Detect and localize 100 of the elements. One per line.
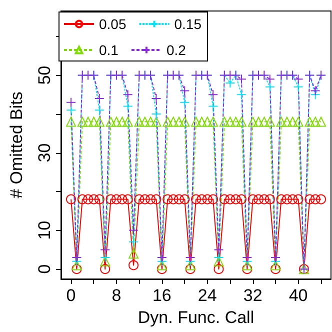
- point: [134, 194, 144, 204]
- point: [225, 116, 236, 127]
- point: [191, 116, 201, 127]
- y-tick-label: 10: [35, 220, 54, 240]
- point: [208, 90, 218, 100]
- y-tick-label: 50: [35, 66, 54, 85]
- point: [230, 116, 241, 127]
- point: [180, 116, 190, 127]
- point: [94, 194, 104, 204]
- point: [242, 264, 252, 274]
- point: [100, 244, 110, 255]
- point: [191, 194, 201, 204]
- point: [208, 101, 218, 112]
- point: [122, 116, 133, 127]
- point: [288, 116, 298, 127]
- x-tick-label: 40: [288, 286, 308, 305]
- point: [151, 108, 162, 119]
- point: [117, 194, 128, 204]
- legend-label: 0.15: [174, 16, 202, 32]
- point: [140, 116, 150, 127]
- point: [219, 194, 230, 204]
- point: [77, 194, 88, 204]
- point: [248, 194, 258, 204]
- point: [162, 116, 173, 127]
- point: [156, 260, 167, 270]
- point: [88, 116, 99, 127]
- point: [293, 82, 304, 92]
- y-axis-title: # Omitted Bits: [7, 92, 26, 198]
- point: [214, 256, 224, 266]
- point: [66, 105, 76, 116]
- point: [180, 97, 190, 108]
- point: [270, 264, 281, 274]
- point: [248, 116, 258, 127]
- point: [66, 116, 76, 127]
- point: [151, 194, 162, 204]
- legend-label: 0.05: [99, 16, 126, 32]
- point: [264, 116, 275, 127]
- point: [208, 116, 218, 127]
- point: [196, 194, 207, 204]
- point: [316, 116, 326, 127]
- point: [174, 194, 184, 204]
- point: [66, 194, 76, 204]
- point: [100, 252, 110, 262]
- point: [214, 264, 224, 274]
- point: [270, 260, 281, 270]
- x-tick-label: 0: [66, 286, 76, 305]
- point: [276, 116, 286, 127]
- point: [214, 252, 224, 262]
- point: [185, 260, 196, 270]
- point: [259, 116, 270, 127]
- point: [174, 116, 184, 127]
- point: [128, 236, 138, 247]
- point: [94, 93, 104, 104]
- point: [293, 116, 304, 127]
- legend-label: 0.1: [99, 42, 119, 58]
- x-tick-label: 8: [112, 286, 122, 305]
- point: [282, 194, 292, 204]
- legend-label: 0.2: [166, 42, 186, 58]
- point: [94, 116, 104, 127]
- point: [151, 116, 162, 127]
- point: [72, 260, 82, 270]
- point: [162, 194, 173, 204]
- x-tick-label: 16: [152, 286, 172, 305]
- point: [304, 116, 315, 127]
- x-tick-label: 32: [243, 286, 262, 305]
- point: [128, 260, 138, 270]
- point: [106, 194, 116, 204]
- point: [122, 194, 133, 204]
- point: [236, 90, 246, 100]
- point: [219, 116, 230, 127]
- point: [230, 194, 241, 204]
- point: [156, 252, 167, 262]
- point: [242, 252, 252, 262]
- point: [122, 101, 133, 112]
- point: [242, 260, 252, 270]
- point: [270, 252, 281, 262]
- point: [88, 194, 99, 204]
- point: [146, 116, 156, 127]
- point: [293, 194, 304, 204]
- point: [106, 116, 116, 127]
- y-tick-label: 0: [35, 264, 54, 274]
- point: [288, 194, 298, 204]
- x-tick-label: 24: [198, 286, 217, 305]
- point: [140, 194, 150, 204]
- point: [66, 97, 76, 108]
- point: [83, 116, 94, 127]
- point: [259, 194, 270, 204]
- point: [122, 90, 133, 100]
- x-axis-title: Dyn. Func. Call: [138, 308, 254, 327]
- point: [94, 105, 104, 116]
- point: [128, 248, 138, 259]
- point: [225, 78, 236, 88]
- point: [202, 194, 212, 204]
- point: [151, 93, 162, 104]
- point: [72, 264, 82, 274]
- point: [180, 86, 190, 96]
- point: [214, 244, 224, 255]
- point: [264, 194, 275, 204]
- point: [225, 194, 236, 204]
- point: [185, 252, 196, 262]
